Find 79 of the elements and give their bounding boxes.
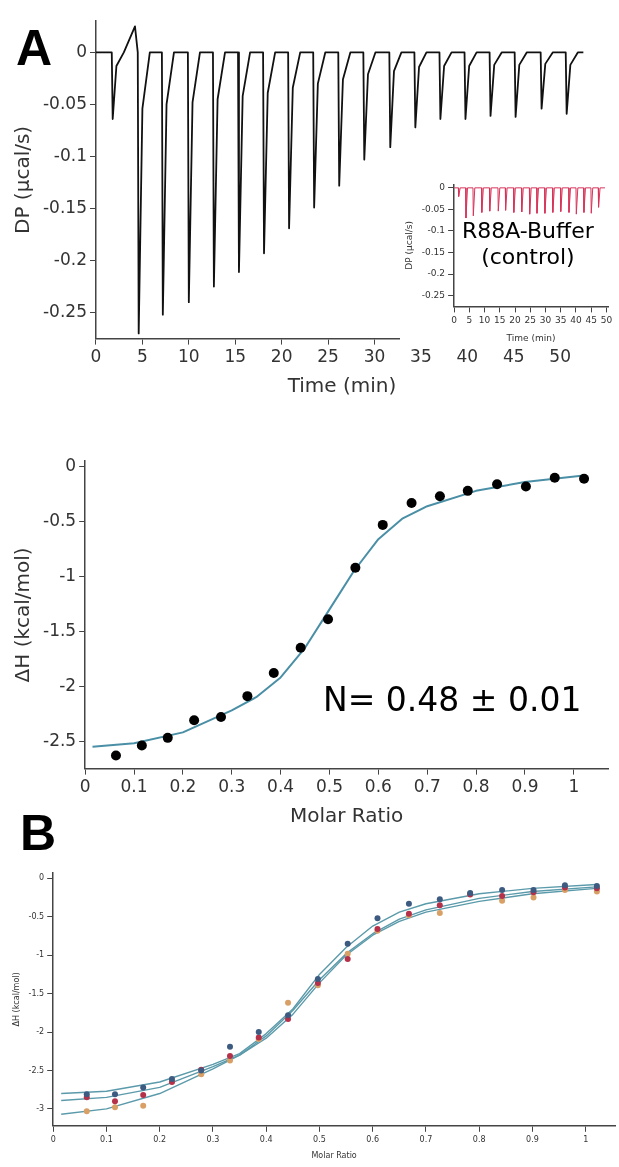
x-tick-label: 0: [451, 315, 458, 326]
x-tick-label: 20: [270, 346, 293, 367]
y-tick-label: -0.25: [421, 289, 446, 300]
y-tick-label: 0: [439, 182, 446, 193]
x-tick-label: 40: [456, 346, 479, 367]
x-tick-label: 0.3: [218, 776, 246, 797]
x-tick-label: 0: [90, 346, 102, 367]
x-tick-label: 0.1: [100, 1134, 113, 1144]
x-axis-title: Time (min): [505, 332, 556, 343]
text: A: [16, 19, 53, 78]
text: B: [20, 804, 57, 863]
x-tick-label: 0.1: [120, 776, 148, 797]
x-tick-label: 0.6: [366, 1134, 380, 1144]
y-tick-label: -1.5: [28, 988, 45, 998]
y-axis-title: ΔH (kcal/mol): [10, 547, 35, 683]
y-axis-title: DP (μcal/s): [403, 221, 414, 270]
y-tick-label: -0.25: [42, 301, 87, 322]
x-tick-label: 40: [570, 315, 582, 326]
y-tick-label: -0.5: [43, 510, 77, 530]
y-tick-label: -1: [59, 564, 77, 585]
y-tick-label: 0: [39, 873, 45, 883]
y-tick-label: -0.2: [53, 248, 87, 269]
x-tick-label: 0.3: [206, 1134, 220, 1144]
x-tick-label: 0.6: [364, 776, 392, 797]
y-tick-label: -0.15: [42, 196, 87, 217]
x-tick-label: 45: [585, 315, 597, 326]
x-tick-label: 10: [478, 315, 491, 326]
y-tick-label: -0.05: [421, 203, 446, 214]
x-tick-label: 5: [136, 346, 148, 367]
y-tick-label: -2.5: [43, 729, 77, 750]
y-tick-label: -0.1: [427, 225, 446, 236]
y-axis-title: ΔH (kcal/mol): [11, 972, 21, 1027]
x-tick-label: 0.8: [472, 1134, 486, 1144]
x-axis-title: Molar Ratio: [289, 803, 404, 828]
x-tick-label: 0.2: [153, 1134, 167, 1144]
x-tick-label: 0.4: [259, 1134, 273, 1144]
y-tick-label: -0.05: [42, 92, 87, 113]
x-tick-label: 0.5: [313, 1134, 326, 1144]
y-tick-label: -1.5: [43, 619, 77, 640]
x-tick-label: 1: [568, 776, 580, 797]
annotation: N= 0.48 ± 0.01: [323, 680, 582, 720]
y-tick-label: 0: [65, 455, 77, 476]
y-tick-label: 0: [76, 40, 87, 61]
y-tick-label: -0.15: [421, 246, 446, 257]
x-tick-label: 35: [555, 315, 567, 326]
x-tick-label: 25: [524, 315, 537, 326]
x-tick-label: 30: [539, 315, 552, 326]
x-tick-label: 15: [224, 346, 247, 367]
x-tick-label: 10: [178, 346, 200, 367]
y-axis-title: DP (μcal/s): [10, 125, 35, 234]
x-tick-label: 50: [549, 346, 571, 367]
x-tick-label: 0.7: [419, 1134, 433, 1144]
y-tick-label: -2: [59, 674, 77, 695]
x-tick-label: 0.8: [462, 776, 490, 797]
x-tick-label: 35: [410, 346, 432, 367]
x-tick-label: 30: [363, 346, 386, 367]
x-tick-label: 45: [502, 346, 525, 367]
x-tick-label: 0.5: [315, 776, 344, 797]
y-tick-label: -3: [36, 1103, 45, 1113]
x-tick-label: 0.4: [267, 776, 295, 797]
x-tick-label: 15: [494, 315, 506, 326]
y-tick-label: -0.5: [28, 911, 45, 921]
x-tick-label: 0.7: [413, 776, 441, 797]
x-tick-label: 1: [583, 1134, 589, 1144]
x-axis-title: Time (min): [286, 373, 397, 398]
x-axis-title: Molar Ratio: [311, 1151, 357, 1161]
y-tick-label: -0.1: [53, 144, 87, 165]
x-tick-label: 25: [317, 346, 339, 367]
y-tick-label: -0.2: [427, 268, 446, 279]
x-tick-label: 20: [509, 315, 522, 326]
x-tick-label: 50: [600, 315, 613, 326]
x-tick-label: 0.9: [511, 776, 539, 797]
x-tick-label: 0.9: [526, 1134, 539, 1144]
y-tick-label: -2: [36, 1027, 45, 1037]
x-tick-label: 5: [466, 315, 473, 326]
annotation: R88A-Buffer (control): [462, 218, 594, 271]
y-tick-label: -1: [36, 950, 45, 960]
x-tick-label: 0.2: [169, 776, 197, 797]
y-tick-label: -2.5: [28, 1065, 45, 1075]
